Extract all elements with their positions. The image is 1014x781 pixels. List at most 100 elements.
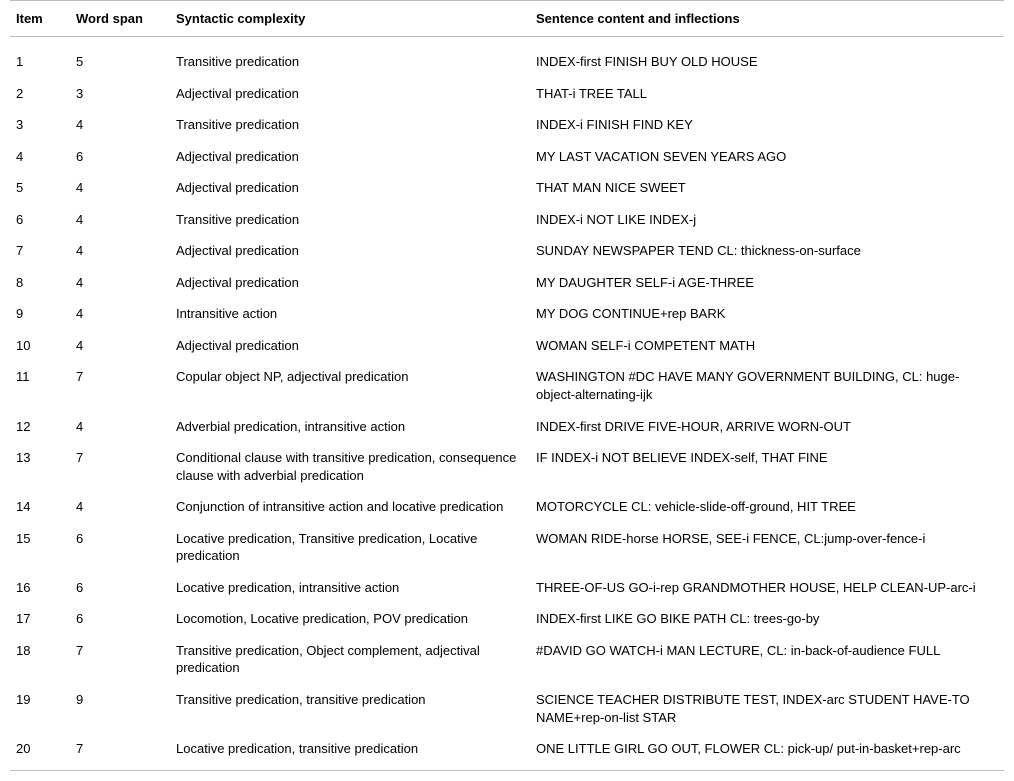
table-cell: Adjectival predication	[170, 78, 530, 110]
table-cell: 19	[10, 684, 70, 733]
table-cell: Transitive predication, transitive predi…	[170, 684, 530, 733]
table-header-row: Item Word span Syntactic complexity Sent…	[10, 1, 1004, 37]
table-row: 117Copular object NP, adjectival predica…	[10, 361, 1004, 410]
table-row: 137Conditional clause with transitive pr…	[10, 442, 1004, 491]
table-body: 15Transitive predicationINDEX-first FINI…	[10, 37, 1004, 771]
col-header-syntactic: Syntactic complexity	[170, 1, 530, 37]
table-cell: 4	[70, 298, 170, 330]
table-row: 74Adjectival predicationSUNDAY NEWSPAPER…	[10, 235, 1004, 267]
table-cell: 4	[70, 491, 170, 523]
table-cell: Intransitive action	[170, 298, 530, 330]
table-cell: Adjectival predication	[170, 330, 530, 362]
table-cell: Conjunction of intransitive action and l…	[170, 491, 530, 523]
table-row: 64Transitive predicationINDEX-i NOT LIKE…	[10, 204, 1004, 236]
table-cell: WOMAN SELF-i COMPETENT MATH	[530, 330, 1004, 362]
table-row: 176Locomotion, Locative predication, POV…	[10, 603, 1004, 635]
table-cell: SUNDAY NEWSPAPER TEND CL: thickness-on-s…	[530, 235, 1004, 267]
table-cell: 7	[70, 733, 170, 770]
table-cell: INDEX-first LIKE GO BIKE PATH CL: trees-…	[530, 603, 1004, 635]
table-cell: MOTORCYCLE CL: vehicle-slide-off-ground,…	[530, 491, 1004, 523]
table-cell: 3	[10, 109, 70, 141]
table-row: 84Adjectival predicationMY DAUGHTER SELF…	[10, 267, 1004, 299]
table-row: 207Locative predication, transitive pred…	[10, 733, 1004, 770]
table-cell: 7	[70, 635, 170, 684]
table-cell: 20	[10, 733, 70, 770]
table-cell: INDEX-i FINISH FIND KEY	[530, 109, 1004, 141]
table-cell: 4	[70, 267, 170, 299]
table-cell: 4	[70, 235, 170, 267]
table-cell: Locative predication, transitive predica…	[170, 733, 530, 770]
table-row: 187Transitive predication, Object comple…	[10, 635, 1004, 684]
table-cell: 12	[10, 411, 70, 443]
table-cell: THAT-i TREE TALL	[530, 78, 1004, 110]
table-container: Item Word span Syntactic complexity Sent…	[0, 0, 1014, 781]
table-cell: IF INDEX-i NOT BELIEVE INDEX-self, THAT …	[530, 442, 1004, 491]
table-cell: Copular object NP, adjectival predicatio…	[170, 361, 530, 410]
table-cell: 6	[70, 141, 170, 173]
table-cell: Locative predication, Transitive predica…	[170, 523, 530, 572]
table-cell: Transitive predication	[170, 204, 530, 236]
table-cell: 4	[70, 411, 170, 443]
table-cell: 15	[10, 523, 70, 572]
table-cell: MY DOG CONTINUE+rep BARK	[530, 298, 1004, 330]
table-row: 166Locative predication, intransitive ac…	[10, 572, 1004, 604]
table-cell: 6	[10, 204, 70, 236]
table-cell: 9	[70, 684, 170, 733]
table-cell: WASHINGTON #DC HAVE MANY GOVERNMENT BUIL…	[530, 361, 1004, 410]
table-cell: Locomotion, Locative predication, POV pr…	[170, 603, 530, 635]
table-cell: 4	[70, 204, 170, 236]
table-cell: INDEX-i NOT LIKE INDEX-j	[530, 204, 1004, 236]
table-row: 46Adjectival predicationMY LAST VACATION…	[10, 141, 1004, 173]
col-header-item: Item	[10, 1, 70, 37]
table-cell: Adjectival predication	[170, 235, 530, 267]
table-cell: Transitive predication	[170, 109, 530, 141]
table-cell: Adverbial predication, intransitive acti…	[170, 411, 530, 443]
table-cell: 7	[70, 442, 170, 491]
table-cell: 10	[10, 330, 70, 362]
table-cell: 18	[10, 635, 70, 684]
table-cell: 3	[70, 78, 170, 110]
table-cell: Adjectival predication	[170, 141, 530, 173]
table-cell: 5	[70, 37, 170, 78]
table-cell: 1	[10, 37, 70, 78]
table-cell: 11	[10, 361, 70, 410]
table-cell: #DAVID GO WATCH-i MAN LECTURE, CL: in-ba…	[530, 635, 1004, 684]
table-cell: 7	[70, 361, 170, 410]
table-cell: Transitive predication	[170, 37, 530, 78]
table-row: 156Locative predication, Transitive pred…	[10, 523, 1004, 572]
table-cell: Transitive predication, Object complemen…	[170, 635, 530, 684]
table-cell: Adjectival predication	[170, 172, 530, 204]
table-row: 124Adverbial predication, intransitive a…	[10, 411, 1004, 443]
table-cell: 4	[70, 172, 170, 204]
table-cell: WOMAN RIDE-horse HORSE, SEE-i FENCE, CL:…	[530, 523, 1004, 572]
table-cell: 6	[70, 523, 170, 572]
table-cell: 4	[10, 141, 70, 173]
table-cell: ONE LITTLE GIRL GO OUT, FLOWER CL: pick-…	[530, 733, 1004, 770]
table-cell: INDEX-first FINISH BUY OLD HOUSE	[530, 37, 1004, 78]
col-header-wordspan: Word span	[70, 1, 170, 37]
table-cell: SCIENCE TEACHER DISTRIBUTE TEST, INDEX-a…	[530, 684, 1004, 733]
col-header-sentence: Sentence content and inflections	[530, 1, 1004, 37]
table-cell: THAT MAN NICE SWEET	[530, 172, 1004, 204]
table-cell: 7	[10, 235, 70, 267]
table-row: 15Transitive predicationINDEX-first FINI…	[10, 37, 1004, 78]
table-cell: 16	[10, 572, 70, 604]
table-cell: 4	[70, 330, 170, 362]
table-row: 144Conjunction of intransitive action an…	[10, 491, 1004, 523]
table-cell: 5	[10, 172, 70, 204]
data-table: Item Word span Syntactic complexity Sent…	[10, 0, 1004, 771]
table-cell: 14	[10, 491, 70, 523]
table-row: 199Transitive predication, transitive pr…	[10, 684, 1004, 733]
table-row: 23Adjectival predicationTHAT-i TREE TALL	[10, 78, 1004, 110]
table-cell: 6	[70, 572, 170, 604]
table-cell: Conditional clause with transitive predi…	[170, 442, 530, 491]
table-cell: 8	[10, 267, 70, 299]
table-cell: 13	[10, 442, 70, 491]
table-cell: 17	[10, 603, 70, 635]
table-cell: 9	[10, 298, 70, 330]
table-row: 34Transitive predicationINDEX-i FINISH F…	[10, 109, 1004, 141]
table-cell: MY LAST VACATION SEVEN YEARS AGO	[530, 141, 1004, 173]
table-cell: MY DAUGHTER SELF-i AGE-THREE	[530, 267, 1004, 299]
table-cell: Locative predication, intransitive actio…	[170, 572, 530, 604]
table-row: 104Adjectival predicationWOMAN SELF-i CO…	[10, 330, 1004, 362]
